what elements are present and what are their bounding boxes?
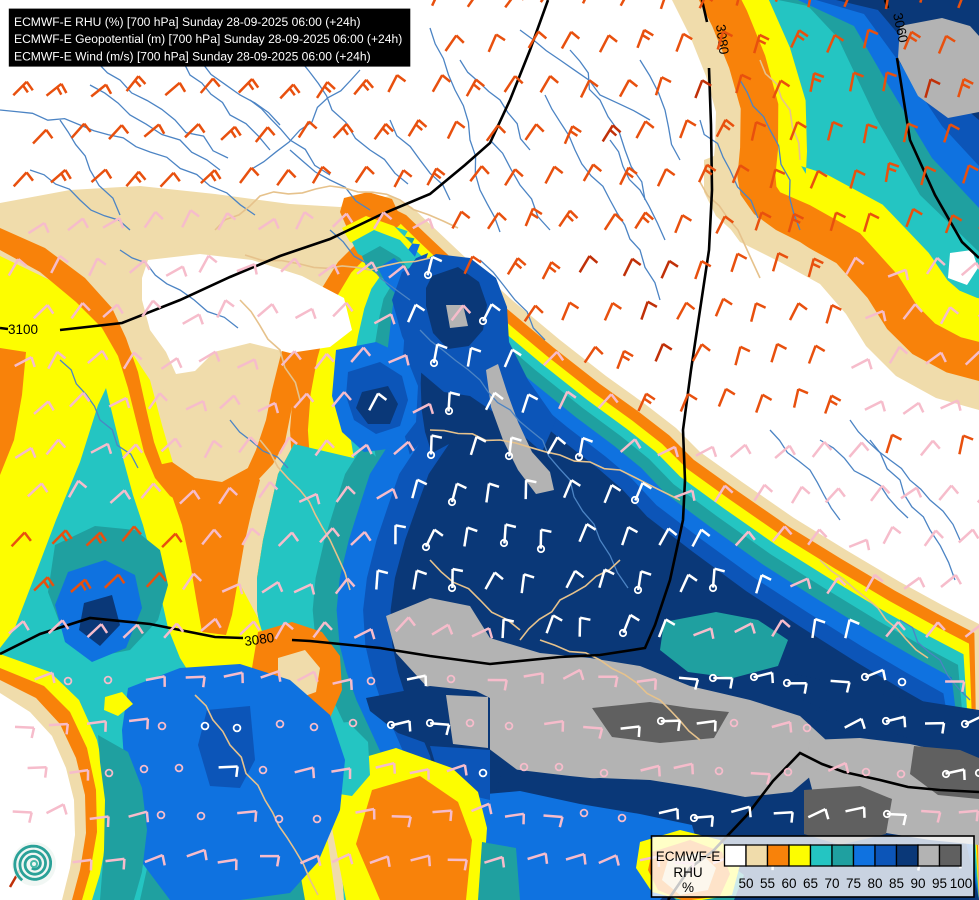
svg-text:ECMWF-E Wind (m/s) [700 hPa] S: ECMWF-E Wind (m/s) [700 hPa] Sunday 28-0… [14,49,371,63]
svg-text:90: 90 [910,876,925,891]
svg-text:50: 50 [738,876,753,891]
svg-text:3060: 3060 [890,12,911,45]
svg-text:65: 65 [803,876,818,891]
svg-text:100: 100 [950,876,973,891]
svg-text:ECMWF-E RHU (%) [700 hPa] Sund: ECMWF-E RHU (%) [700 hPa] Sunday 28-09-2… [14,15,361,29]
svg-text:RHU: RHU [673,865,702,880]
svg-text:75: 75 [846,876,861,891]
svg-text:%: % [682,880,694,895]
svg-text:95: 95 [932,876,947,891]
svg-text:60: 60 [781,876,796,891]
svg-text:70: 70 [824,876,839,891]
svg-text:3100: 3100 [8,322,38,337]
svg-text:ECMWF-E: ECMWF-E [656,849,721,864]
svg-text:55: 55 [760,876,775,891]
svg-text:85: 85 [889,876,904,891]
svg-text:ECMWF-E Geopotential (m) [700: ECMWF-E Geopotential (m) [700 hPa] Sunda… [14,32,402,46]
svg-text:3080: 3080 [243,630,275,649]
svg-text:80: 80 [867,876,882,891]
